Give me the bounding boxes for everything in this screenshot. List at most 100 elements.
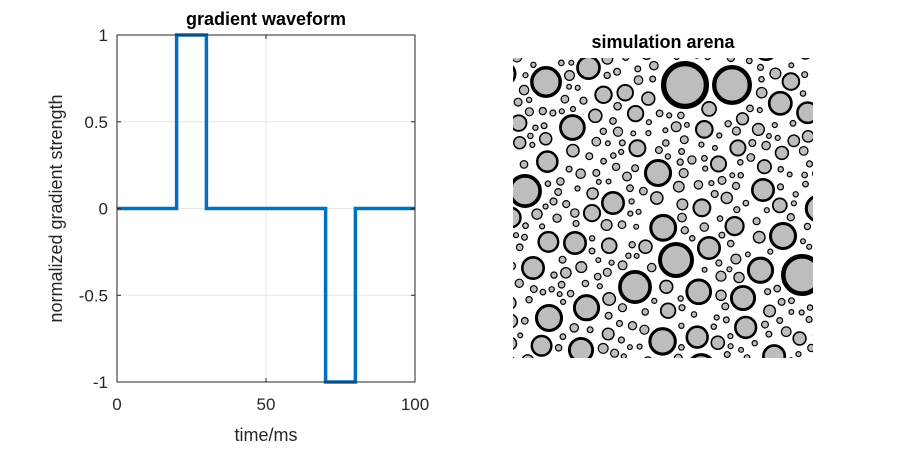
cell-circle <box>733 206 741 214</box>
cell-circle <box>777 297 786 306</box>
cell-circle <box>718 231 726 239</box>
cell-circle <box>558 108 565 115</box>
cell-circle <box>673 353 683 358</box>
cell-circle <box>702 165 709 172</box>
cell-circle <box>765 330 773 338</box>
cell-circle <box>670 121 682 133</box>
cell-circle <box>559 298 567 305</box>
cell-circle <box>529 141 536 149</box>
cell-circle <box>788 309 795 316</box>
cell-circle <box>513 261 517 271</box>
cell-circle <box>678 322 685 329</box>
cell-circle <box>513 356 515 358</box>
cell-circle <box>693 180 704 190</box>
cell-circle <box>531 208 543 220</box>
cell-circle <box>713 314 720 321</box>
cell-circle <box>781 72 801 91</box>
cell-circle <box>807 343 813 353</box>
cell-circle <box>588 247 596 255</box>
cell-circle <box>617 336 626 344</box>
cell-circle <box>746 153 756 162</box>
cell-circle <box>534 303 564 333</box>
cell-circle <box>604 311 613 320</box>
cell-circle <box>567 336 595 358</box>
cell-circle <box>658 242 694 278</box>
cell-circle <box>751 178 776 203</box>
cell-circle <box>633 75 644 85</box>
cell-circle <box>562 200 571 209</box>
cell-circle <box>566 143 580 158</box>
cell-circle <box>723 351 731 358</box>
cell-circle <box>622 58 630 61</box>
cell-circle <box>591 136 602 147</box>
cell-circle <box>627 321 638 331</box>
cell-circle <box>698 141 705 148</box>
cell-circle <box>542 203 549 210</box>
cell-circle <box>727 333 734 340</box>
cell-circle <box>556 177 565 186</box>
cell-circle <box>638 239 653 254</box>
cell-circle <box>688 235 696 242</box>
cell-circle <box>628 198 635 205</box>
cell-circle <box>575 261 588 274</box>
cell-circle <box>643 158 673 188</box>
cell-circle <box>513 232 520 239</box>
cell-circle <box>618 139 626 147</box>
cell-circle <box>649 191 664 205</box>
cell-circle <box>774 134 781 142</box>
cell-circle <box>700 154 708 162</box>
cell-circle <box>560 266 572 279</box>
cell-circle <box>790 200 797 207</box>
cell-circle <box>796 101 813 125</box>
cell-circle <box>800 238 807 245</box>
x-tick-label: 100 <box>401 395 429 414</box>
cell-circle <box>726 239 735 248</box>
cell-circle <box>514 278 525 288</box>
cell-circle <box>544 180 552 188</box>
cell-circle <box>655 109 664 118</box>
cell-circle <box>720 191 734 205</box>
cell-circle <box>761 320 770 329</box>
cell-circle <box>582 204 602 223</box>
cell-circle <box>562 231 587 256</box>
cell-circle <box>596 283 603 290</box>
cell-circle <box>662 127 669 134</box>
cell-circle <box>710 323 718 331</box>
cell-circle <box>557 280 566 289</box>
series-layer <box>117 33 415 384</box>
y-axis-label: normalized gradient strength <box>46 94 66 322</box>
cell-circle <box>641 308 650 316</box>
cell-circle <box>602 267 612 277</box>
cell-circle <box>601 327 615 341</box>
cell-circle <box>659 279 674 295</box>
cell-circle <box>572 219 580 228</box>
cell-circle <box>805 160 813 168</box>
y-tick-label: 0 <box>99 200 108 219</box>
cell-circle <box>519 159 529 169</box>
cell-circle <box>792 191 799 198</box>
cell-circle <box>539 288 547 296</box>
cell-circle <box>588 108 603 124</box>
cell-circle <box>554 188 563 197</box>
cell-circle <box>592 168 601 177</box>
cell-circle <box>601 58 614 65</box>
cell-circle <box>595 178 602 185</box>
cell-circle <box>763 207 770 214</box>
cell-circle <box>677 212 687 223</box>
cell-circle <box>568 59 575 66</box>
cell-circle <box>724 216 745 237</box>
cell-circle <box>774 145 790 161</box>
cell-circle <box>603 71 611 80</box>
cell-circle <box>554 343 563 352</box>
cell-circle <box>731 181 741 191</box>
cell-circle <box>627 210 634 217</box>
cell-circle <box>742 199 750 207</box>
cell-circle <box>641 91 656 106</box>
cell-circle <box>806 243 813 250</box>
cell-circle <box>513 58 523 63</box>
cell-circle <box>801 171 809 179</box>
cell-circle <box>634 65 642 73</box>
cell-circle <box>726 58 736 63</box>
simulation-arena <box>513 58 813 358</box>
